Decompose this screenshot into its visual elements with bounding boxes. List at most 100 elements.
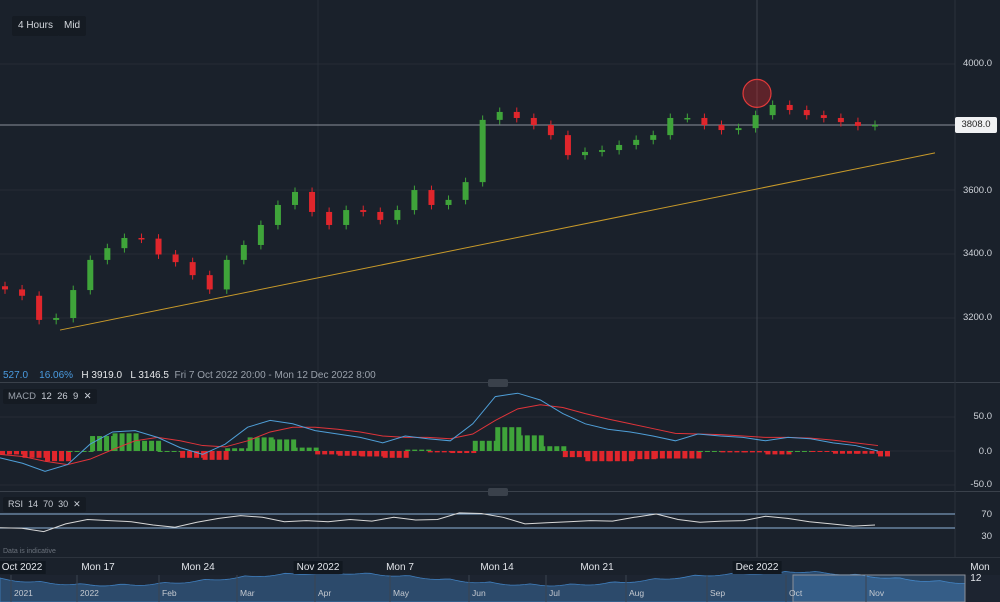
macd-histogram-bar <box>794 451 800 452</box>
candle <box>786 104 793 111</box>
macd-histogram-bar <box>779 451 785 455</box>
macd-histogram-bar <box>299 447 305 451</box>
macd-histogram-bar <box>180 451 186 458</box>
macd-histogram-bar <box>441 451 447 453</box>
macd-histogram-bar <box>540 446 546 451</box>
candle <box>326 211 333 225</box>
candle <box>360 210 367 212</box>
navigator-area <box>0 571 966 602</box>
candle <box>854 122 861 126</box>
candle <box>189 262 196 276</box>
macd-histogram-bar <box>270 439 276 451</box>
macd-histogram-bar <box>855 451 861 454</box>
macd-histogram-bar <box>29 451 35 458</box>
candle <box>70 290 77 318</box>
macd-histogram-bar <box>14 451 19 455</box>
macd-histogram-bar <box>704 451 710 452</box>
navigator-tick: Sep <box>710 588 726 598</box>
macd-histogram-bar <box>149 440 155 451</box>
macd-histogram-bar <box>576 451 582 458</box>
macd-histogram-bar <box>112 433 118 451</box>
candle <box>650 135 657 140</box>
price-type-button[interactable]: Mid <box>58 16 87 36</box>
navigator-tick: Mar <box>240 588 255 598</box>
macd-histogram-bar <box>869 451 875 454</box>
macd-histogram-bar <box>126 433 132 451</box>
macd-histogram-bar <box>450 451 456 454</box>
macd-histogram-bar <box>374 451 380 457</box>
candle <box>718 124 725 131</box>
macd-histogram-bar <box>187 451 193 458</box>
macd-histogram-bar <box>67 451 73 452</box>
navigator-tick: 2022 <box>80 588 99 598</box>
macd-histogram-bar <box>457 451 463 454</box>
macd-histogram-bar <box>313 447 319 451</box>
macd-histogram-bar <box>90 436 96 451</box>
candle <box>53 318 60 320</box>
candle <box>206 275 213 290</box>
panel-divider <box>0 557 1000 558</box>
macd-histogram-bar <box>734 451 740 453</box>
change-value: 527.0 <box>3 370 29 381</box>
candle <box>837 117 844 123</box>
candle <box>513 111 520 118</box>
candle <box>752 115 759 129</box>
candle <box>121 237 128 249</box>
candle <box>803 110 810 116</box>
rsi-lower: 30 <box>58 499 69 509</box>
macd-histogram-bar <box>801 451 807 452</box>
macd-histogram-bar <box>742 451 748 453</box>
macd-histogram-bar <box>66 451 72 462</box>
macd-histogram-bar <box>479 440 485 451</box>
macd-histogram-bar <box>765 451 771 455</box>
macd-histogram-bar <box>216 451 222 460</box>
macd-histogram-bar <box>0 451 5 455</box>
navigator-tick: Aug <box>629 588 645 598</box>
macd-histogram-bar <box>45 451 51 462</box>
candle <box>684 117 691 120</box>
candle <box>599 150 606 152</box>
macd-histogram-bar <box>621 451 627 462</box>
x-tick: Mon 24 <box>181 562 215 573</box>
navigator-window <box>792 574 966 602</box>
macd-histogram-bar <box>7 451 12 455</box>
macd-histogram-bar <box>97 436 103 451</box>
macd-histogram-bar <box>652 451 658 459</box>
macd-histogram-bar <box>502 427 508 451</box>
macd-histogram-bar <box>135 440 141 451</box>
y-tick: 70 <box>981 509 992 520</box>
macd-histogram-bar <box>817 451 823 452</box>
panel-resize-handle[interactable] <box>488 488 508 496</box>
macd-histogram-bar <box>156 440 162 451</box>
macd-histogram-bar <box>862 451 868 454</box>
macd-histogram-bar <box>517 435 523 451</box>
macd-histogram-bar <box>81 451 87 452</box>
candle <box>257 224 264 245</box>
macd-histogram-bar <box>277 439 283 451</box>
info-bar: 527.0 16.06% H 3919.0 L 3146.5 Fri 7 Oct… <box>3 370 376 381</box>
candle <box>19 289 26 296</box>
candle <box>428 190 435 205</box>
macd-histogram-bar <box>284 439 290 451</box>
interval-button[interactable]: 4 Hours <box>12 16 60 36</box>
macd-histogram-bar <box>562 451 568 458</box>
macd-histogram-bar <box>471 451 477 454</box>
panel-resize-handle[interactable] <box>488 379 508 387</box>
macd-histogram-bar <box>291 439 297 451</box>
macd-histogram-bar <box>171 451 177 452</box>
macd-histogram-bar <box>360 451 366 457</box>
candle <box>735 128 742 131</box>
candle <box>155 238 162 255</box>
close-icon[interactable]: ✕ <box>83 391 92 402</box>
x-tick: Dec 2022 <box>732 561 782 574</box>
macd-histogram-bar <box>382 451 388 458</box>
high-value: H 3919.0 <box>81 370 123 381</box>
macd-histogram-bar <box>223 451 229 460</box>
candle <box>582 151 588 156</box>
close-icon[interactable]: ✕ <box>73 499 81 509</box>
navigator-tick: Oct <box>789 588 803 598</box>
macd-histogram-bar <box>630 451 636 460</box>
y-tick: 30 <box>981 531 992 542</box>
candle <box>138 237 145 240</box>
